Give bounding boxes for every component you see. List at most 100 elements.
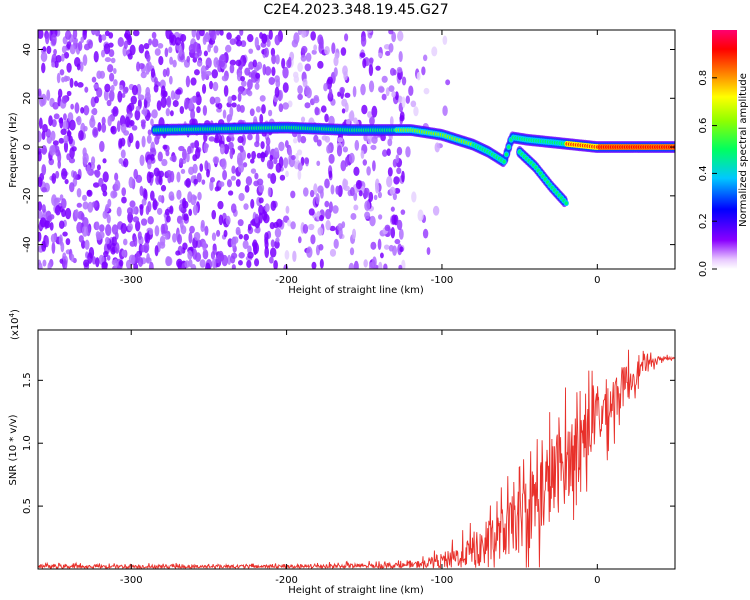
noise-blob <box>316 160 321 166</box>
noise-blob <box>169 32 175 44</box>
noise-blob <box>268 256 274 264</box>
noise-blob <box>108 49 115 58</box>
noise-blob <box>192 248 198 260</box>
noise-blob <box>411 191 417 203</box>
noise-blob <box>97 122 102 132</box>
noise-blob <box>310 234 316 245</box>
noise-blob <box>61 53 65 62</box>
y-tick-label: -40 <box>22 236 33 252</box>
noise-blob <box>200 219 205 229</box>
x-tick-label: -200 <box>275 275 298 286</box>
noise-blob <box>259 32 264 39</box>
noise-blob <box>128 176 134 189</box>
noise-blob <box>393 176 400 185</box>
noise-blob <box>278 141 285 152</box>
noise-blob <box>395 154 400 164</box>
noise-blob <box>93 50 99 63</box>
noise-blob <box>82 152 89 165</box>
noise-blob <box>353 117 358 124</box>
noise-blob <box>203 32 211 43</box>
noise-blob <box>59 69 65 76</box>
noise-blob <box>54 60 59 69</box>
noise-blob <box>164 47 169 58</box>
noise-blob <box>148 229 154 236</box>
noise-blob <box>297 93 303 101</box>
noise-blob <box>229 106 234 118</box>
noise-blob <box>166 95 172 108</box>
noise-blob <box>231 94 237 101</box>
noise-blob <box>133 263 139 269</box>
noise-blob <box>297 162 303 171</box>
noise-blob <box>253 244 258 256</box>
noise-blob <box>102 171 109 183</box>
noise-blob <box>108 32 114 39</box>
noise-blob <box>178 145 185 152</box>
noise-blob <box>102 158 107 164</box>
noise-blob <box>111 224 119 235</box>
noise-blob <box>392 69 397 76</box>
noise-blob <box>230 237 237 249</box>
noise-blob <box>241 80 247 87</box>
noise-blob <box>235 59 242 67</box>
snr-y-ticks: 0.5 1.0 1.5 <box>22 372 675 514</box>
noise-blob <box>274 34 281 46</box>
noise-blob <box>38 231 42 242</box>
noise-blob <box>247 133 253 141</box>
noise-blob <box>268 30 273 40</box>
noise-blob <box>227 96 233 104</box>
noise-blob <box>383 244 390 250</box>
noise-blob <box>79 61 84 72</box>
noise-blob <box>193 69 200 76</box>
noise-blob <box>64 30 72 40</box>
noise-blob <box>38 201 43 212</box>
noise-blob <box>389 186 396 196</box>
ridge-peak <box>507 145 511 149</box>
ridge-peak <box>502 159 506 164</box>
noise-blob <box>86 189 92 196</box>
noise-blob <box>254 82 260 90</box>
noise-blob <box>368 80 375 93</box>
noise-blob <box>215 102 220 108</box>
noise-blob <box>364 200 371 211</box>
noise-blob <box>105 224 112 236</box>
noise-blob <box>202 241 207 252</box>
noise-blob <box>178 157 184 167</box>
noise-blob <box>228 190 234 196</box>
noise-blob <box>213 57 219 68</box>
noise-blob <box>205 262 211 269</box>
noise-blob <box>338 227 343 240</box>
noise-blob <box>240 40 247 48</box>
noise-blob <box>245 176 253 186</box>
noise-blob <box>42 259 47 267</box>
noise-blob <box>247 78 253 90</box>
noise-blob <box>388 85 395 92</box>
noise-blob <box>125 259 132 269</box>
noise-blob <box>360 150 365 159</box>
noise-blob <box>135 105 141 112</box>
noise-blob <box>142 105 148 117</box>
noise-blob <box>175 89 182 95</box>
noise-blob <box>208 136 215 142</box>
noise-blob <box>298 30 305 35</box>
noise-blob <box>77 82 84 88</box>
noise-blob <box>313 134 319 143</box>
noise-blob <box>269 154 274 161</box>
noise-blob <box>191 142 196 149</box>
noise-blob <box>139 185 144 196</box>
noise-blob <box>38 210 43 219</box>
noise-blob <box>69 119 76 131</box>
noise-blob <box>187 145 192 155</box>
noise-blob <box>113 258 119 269</box>
noise-blob <box>331 42 336 55</box>
noise-blob <box>416 72 421 81</box>
noise-blob <box>313 183 318 195</box>
noise-blob <box>166 67 170 77</box>
noise-blob <box>399 246 404 253</box>
noise-blob <box>288 147 293 158</box>
noise-blob <box>38 117 43 130</box>
spectrogram-ridges <box>151 121 675 208</box>
noise-blob <box>137 231 142 241</box>
noise-blob <box>212 81 219 92</box>
noise-blob <box>161 158 168 167</box>
noise-blob <box>140 71 147 79</box>
